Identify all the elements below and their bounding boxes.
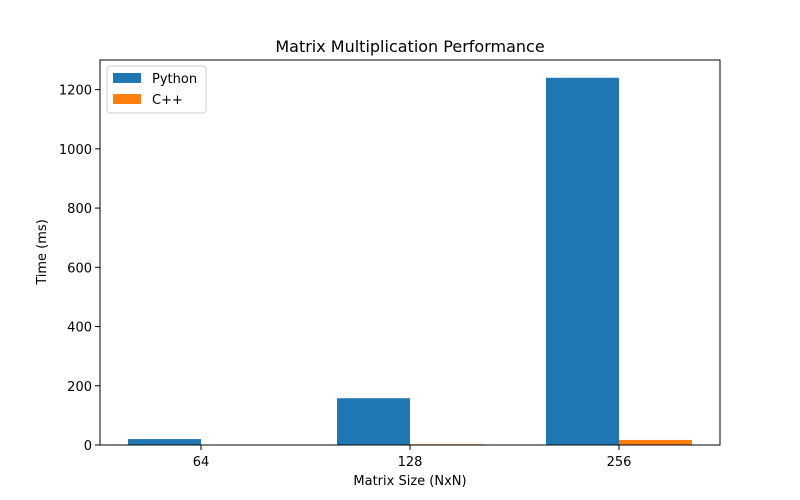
x-tick-label: 128 — [398, 455, 423, 470]
y-tick-label: 1200 — [59, 84, 92, 99]
legend: Python C++ — [106, 65, 207, 114]
x-axis-ticks: 64 128 256 — [193, 445, 632, 470]
legend-swatch-python — [113, 73, 141, 83]
y-tick-label: 1000 — [59, 143, 92, 158]
legend-label-cpp: C++ — [152, 93, 183, 108]
y-axis-label: Time (ms) — [35, 219, 50, 286]
x-tick-label: 256 — [607, 455, 632, 470]
y-tick-label: 800 — [67, 202, 92, 217]
chart-title: Matrix Multiplication Performance — [275, 37, 544, 56]
bar-python-256 — [546, 77, 619, 446]
bar-python-64 — [128, 439, 201, 445]
y-tick-label: 400 — [67, 321, 92, 336]
bar-cpp-256 — [619, 439, 692, 445]
bar-python-128 — [337, 398, 410, 445]
x-tick-label: 64 — [193, 455, 210, 470]
legend-label-python: Python — [152, 72, 197, 87]
legend-swatch-cpp — [113, 94, 141, 104]
y-tick-label: 600 — [67, 261, 92, 276]
y-tick-label: 200 — [67, 380, 92, 395]
bars-layer — [128, 77, 692, 446]
y-axis-ticks: 0 200 400 600 800 1000 1200 — [59, 84, 100, 454]
y-tick-label: 0 — [84, 439, 92, 454]
x-axis-label: Matrix Size (NxN) — [353, 474, 466, 489]
